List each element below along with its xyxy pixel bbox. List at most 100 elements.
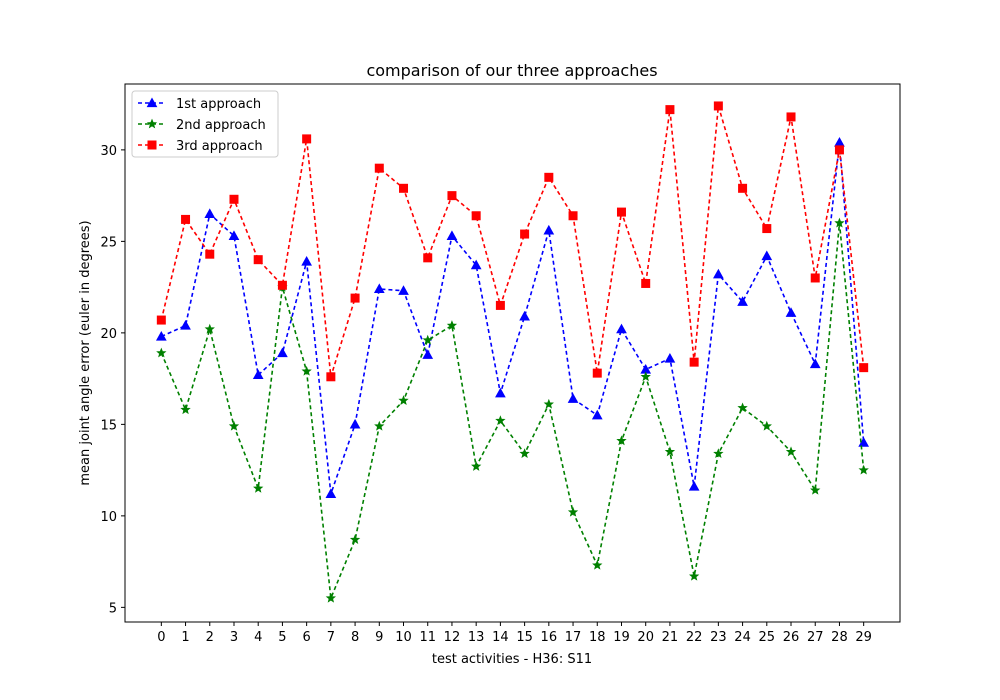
legend-label: 2nd approach [176, 118, 266, 133]
data-point [859, 363, 869, 373]
x-tick-label: 24 [734, 630, 751, 645]
data-point [398, 285, 409, 295]
data-point [349, 418, 361, 429]
data-point [495, 300, 505, 310]
data-point [810, 484, 821, 495]
x-tick-label: 13 [468, 630, 485, 645]
plot-area [155, 101, 870, 603]
data-point [204, 323, 215, 334]
data-point [205, 249, 215, 259]
y-tick-label: 25 [100, 235, 117, 250]
data-point [301, 365, 312, 376]
x-tick-label: 29 [855, 630, 872, 645]
data-point [592, 559, 603, 570]
legend-item: 3rd approach [138, 139, 263, 154]
data-point [228, 420, 240, 431]
x-tick-label: 7 [327, 630, 335, 645]
x-tick-label: 16 [541, 630, 558, 645]
data-point [713, 101, 723, 111]
legend-marker [146, 118, 158, 129]
plot-frame [124, 83, 901, 623]
data-point [180, 404, 191, 415]
data-point [399, 183, 409, 193]
x-tick-label: 18 [589, 630, 606, 645]
legend-marker [146, 97, 158, 108]
data-point [325, 488, 337, 499]
x-tick-label: 25 [759, 630, 776, 645]
y-tick-label: 30 [100, 144, 117, 159]
data-point [544, 172, 554, 182]
data-point [568, 211, 578, 221]
data-point [181, 214, 191, 224]
data-point [640, 371, 651, 382]
x-tick-label: 12 [444, 630, 461, 645]
data-point [519, 310, 530, 321]
data-point [567, 393, 579, 403]
data-point [156, 315, 166, 325]
data-point [762, 224, 772, 234]
data-point [470, 259, 482, 270]
data-point [786, 112, 796, 122]
data-point [180, 320, 191, 330]
data-point [229, 194, 239, 204]
data-point [809, 358, 821, 369]
x-tick-label: 22 [686, 630, 703, 645]
data-point [349, 534, 361, 545]
data-point [713, 448, 724, 459]
x-tick-label: 3 [230, 630, 238, 645]
series-line [160, 105, 865, 378]
series-line [160, 142, 865, 495]
x-tick-label: 27 [807, 630, 824, 645]
data-point [374, 420, 385, 431]
legend-item: 2nd approach [138, 118, 266, 133]
data-point [325, 592, 337, 603]
data-point [252, 369, 264, 380]
series-1 [155, 137, 870, 499]
data-point [228, 230, 240, 240]
x-tick-label: 19 [613, 630, 630, 645]
data-point [641, 278, 651, 288]
data-point [543, 398, 554, 409]
data-point [738, 183, 748, 193]
legend-label: 3rd approach [176, 139, 263, 154]
data-point [567, 506, 579, 517]
x-tick-label: 20 [637, 630, 654, 645]
data-point [689, 357, 699, 367]
data-point [253, 255, 263, 265]
legend: 1st approach 2nd approach 3rd approach [131, 90, 279, 158]
data-point [495, 415, 506, 426]
series-2 [156, 217, 869, 603]
legend-label: 1st approach [176, 97, 261, 112]
data-point [688, 570, 700, 581]
chart-title: comparison of our three approaches [366, 61, 657, 80]
data-point [519, 448, 530, 459]
x-tick-label: 15 [516, 630, 533, 645]
data-point [664, 446, 676, 457]
x-tick-label: 2 [206, 630, 214, 645]
data-point [398, 395, 409, 405]
data-point [471, 211, 481, 221]
data-point [374, 163, 384, 173]
y-tick-label: 10 [100, 510, 117, 525]
data-point [277, 347, 288, 358]
x-tick-label: 26 [783, 630, 800, 645]
x-tick-label: 8 [351, 630, 359, 645]
x-tick-label: 21 [662, 630, 679, 645]
y-tick-label: 5 [109, 601, 117, 616]
data-point [592, 368, 602, 378]
data-point [422, 349, 434, 359]
x-tick-label: 1 [181, 630, 189, 645]
data-point [302, 134, 312, 144]
data-point [737, 296, 748, 306]
y-tick-label: 15 [100, 418, 117, 433]
x-tick-label: 11 [419, 630, 436, 645]
data-point [810, 273, 820, 283]
x-tick-label: 14 [492, 630, 509, 645]
data-point [156, 347, 167, 358]
data-point [785, 307, 797, 317]
data-point [761, 420, 772, 431]
data-point [277, 280, 287, 290]
data-point [737, 402, 748, 413]
data-point [591, 409, 603, 420]
